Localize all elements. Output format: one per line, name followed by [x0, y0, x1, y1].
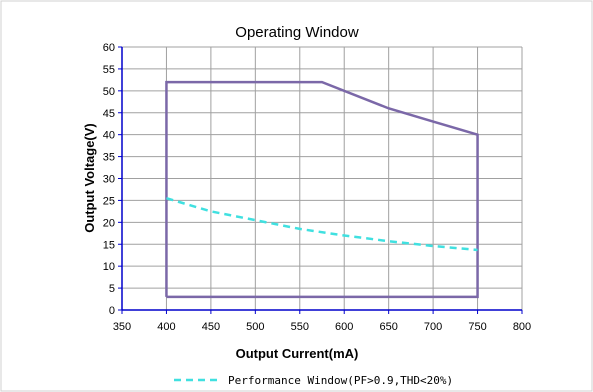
x-tick-label: 450: [202, 321, 220, 333]
y-tick-label: 20: [103, 217, 115, 229]
axes: [118, 46, 523, 314]
x-tick-label: 650: [379, 321, 397, 333]
series-layer: [165, 80, 479, 299]
y-tick-label: 30: [103, 174, 115, 186]
x-tick-label: 600: [335, 321, 353, 333]
y-tick-label: 40: [103, 130, 115, 142]
x-tick-label: 350: [113, 321, 131, 333]
y-axis-label: Output Voltage(V): [82, 123, 97, 233]
operating-window-boundary: [165, 80, 479, 299]
performance-window-line: [166, 197, 478, 252]
y-tick-label: 0: [109, 305, 115, 317]
tick-labels: 0 5 10 15 20 25 30 35 40 45 50 55 60 350 400 450 500 550 6…: [103, 42, 531, 333]
y-tick-label: 25: [103, 195, 115, 207]
legend-label: Performance Window(PF>0.9,THD<20%): [228, 374, 453, 387]
y-tick-label: 60: [103, 42, 115, 54]
y-tick-label: 15: [103, 239, 115, 251]
legend: Performance Window(PF>0.9,THD<20%): [174, 374, 453, 387]
x-tick-label: 750: [468, 321, 486, 333]
y-tick-label: 55: [103, 64, 115, 76]
x-tick-label: 500: [246, 321, 264, 333]
x-tick-label: 700: [424, 321, 442, 333]
y-tick-label: 5: [109, 283, 115, 295]
y-tick-label: 10: [103, 261, 115, 273]
chart-title: Operating Window: [235, 24, 359, 41]
x-axis-label: Output Current(mA): [236, 346, 359, 361]
y-tick-label: 50: [103, 86, 115, 98]
y-tick-label: 45: [103, 108, 115, 120]
y-tick-label: 35: [103, 152, 115, 164]
x-tick-label: 550: [291, 321, 309, 333]
x-tick-label: 800: [513, 321, 531, 333]
grid-lines: [122, 46, 523, 310]
x-tick-label: 400: [157, 321, 175, 333]
